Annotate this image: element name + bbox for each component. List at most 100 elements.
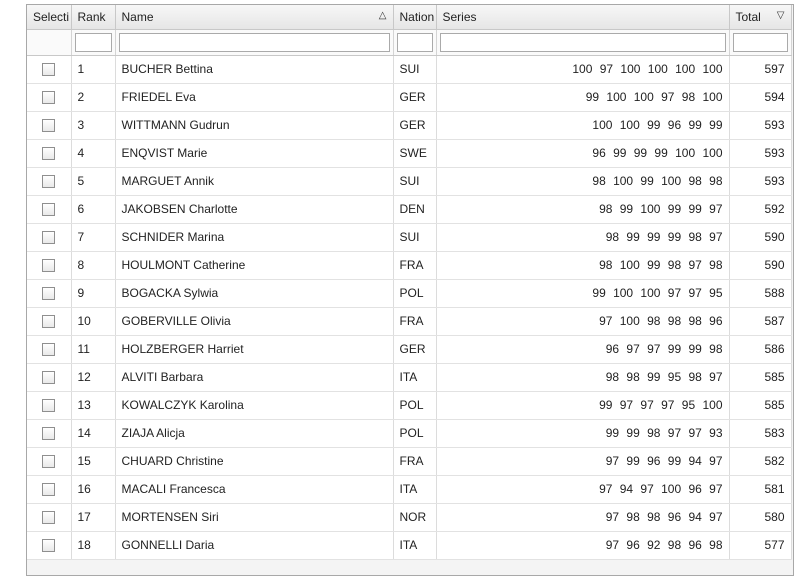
table-row[interactable]: 5 MARGUET Annik SUI 98 100 99 100 98 98 593	[27, 167, 792, 196]
series-cell: 100 100 99 96 99 99	[436, 111, 730, 140]
column-header-rank[interactable]: Rank	[71, 5, 116, 30]
filter-dropdown-icon[interactable]: ▽	[776, 10, 785, 21]
total-cell: 583	[729, 419, 792, 448]
row-select-checkbox[interactable]	[42, 203, 56, 217]
table-row[interactable]: 8 HOULMONT Catherine FRA 98 100 99 98 97 98…	[27, 251, 792, 280]
row-select-cell	[27, 391, 72, 420]
row-select-checkbox[interactable]	[42, 63, 56, 77]
name-cell: GOBERVILLE Olivia	[115, 307, 394, 336]
table-row[interactable]: 7 SCHNIDER Marina SUI 98 99 99 99 98 97 590	[27, 223, 792, 252]
results-table: Selecti Rank Name △ Nation Series Total ▽ …	[27, 5, 792, 560]
total-cell: 593	[729, 139, 792, 168]
row-select-checkbox[interactable]	[42, 287, 56, 301]
nation-cell: ITA	[393, 363, 437, 392]
rank-cell: 9	[71, 279, 116, 308]
sort-ascending-icon[interactable]: △	[378, 10, 387, 21]
row-select-checkbox[interactable]	[42, 147, 56, 161]
column-header-select-label: Selecti	[33, 9, 70, 24]
total-cell: 585	[729, 363, 792, 392]
row-select-checkbox[interactable]	[42, 315, 56, 329]
total-cell: 593	[729, 111, 792, 140]
nation-cell: SUI	[393, 167, 437, 196]
column-header-series[interactable]: Series	[436, 5, 730, 30]
filter-input-rank[interactable]	[74, 32, 112, 52]
row-select-checkbox[interactable]	[42, 399, 56, 413]
row-select-checkbox[interactable]	[42, 455, 56, 469]
row-select-cell	[27, 335, 72, 364]
row-select-cell	[27, 279, 72, 308]
rank-cell: 16	[71, 475, 116, 504]
series-cell: 97 96 92 98 96 98	[436, 531, 730, 560]
column-header-total-label: Total	[735, 9, 761, 24]
table-row[interactable]: 17 MORTENSEN Siri NOR 97 98 98 96 94 97 580	[27, 503, 792, 532]
row-select-cell	[27, 447, 72, 476]
column-header-name[interactable]: Name △	[115, 5, 394, 30]
table-row[interactable]: 14 ZIAJA Alicja POL 99 99 98 97 97 93 583	[27, 419, 792, 448]
row-select-checkbox[interactable]	[42, 511, 56, 525]
row-select-checkbox[interactable]	[42, 119, 56, 133]
row-select-cell	[27, 55, 72, 84]
nation-cell: GER	[393, 335, 437, 364]
column-header-select[interactable]: Selecti	[27, 5, 72, 30]
series-cell: 99 99 98 97 97 93	[436, 419, 730, 448]
rank-cell: 7	[71, 223, 116, 252]
name-cell: JAKOBSEN Charlotte	[115, 195, 394, 224]
column-header-nation[interactable]: Nation	[393, 5, 437, 30]
name-cell: MARGUET Annik	[115, 167, 394, 196]
table-row[interactable]: 10 GOBERVILLE Olivia FRA 97 100 98 98 98 96…	[27, 307, 792, 336]
row-select-cell	[27, 475, 72, 504]
table-row[interactable]: 4 ENQVIST Marie SWE 96 99 99 99 100 100 593	[27, 139, 792, 168]
table-row[interactable]: 15 CHUARD Christine FRA 97 99 96 99 94 97 58…	[27, 447, 792, 476]
row-select-checkbox[interactable]	[42, 231, 56, 245]
name-cell: WITTMANN Gudrun	[115, 111, 394, 140]
row-select-cell	[27, 167, 72, 196]
rank-cell: 10	[71, 307, 116, 336]
table-row[interactable]: 18 GONNELLI Daria ITA 97 96 92 98 96 98 577	[27, 531, 792, 560]
row-select-checkbox[interactable]	[42, 91, 56, 105]
table-row[interactable]: 9 BOGACKA Sylwia POL 99 100 100 97 97 95 588	[27, 279, 792, 308]
name-cell: GONNELLI Daria	[115, 531, 394, 560]
name-cell: KOWALCZYK Karolina	[115, 391, 394, 420]
row-select-cell	[27, 363, 72, 392]
table-row[interactable]: 11 HOLZBERGER Harriet GER 96 97 97 99 99 98…	[27, 335, 792, 364]
series-cell: 97 94 97 100 96 97	[436, 475, 730, 504]
nation-cell: FRA	[393, 447, 437, 476]
table-row[interactable]: 6 JAKOBSEN Charlotte DEN 98 99 100 99 99 97…	[27, 195, 792, 224]
row-select-cell	[27, 251, 72, 280]
filter-input-name[interactable]	[118, 32, 390, 52]
column-header-total[interactable]: Total ▽	[729, 5, 792, 30]
name-cell: MACALI Francesca	[115, 475, 394, 504]
table-row[interactable]: 1 BUCHER Bettina SUI 100 97 100 100 100 100…	[27, 55, 792, 84]
row-select-cell	[27, 307, 72, 336]
row-select-checkbox[interactable]	[42, 343, 56, 357]
row-select-checkbox[interactable]	[42, 259, 56, 273]
results-grid: Selecti Rank Name △ Nation Series Total ▽ …	[26, 4, 794, 576]
row-select-checkbox[interactable]	[42, 371, 56, 385]
total-cell: 592	[729, 195, 792, 224]
table-row[interactable]: 3 WITTMANN Gudrun GER 100 100 99 96 99 99 59…	[27, 111, 792, 140]
name-cell: MORTENSEN Siri	[115, 503, 394, 532]
table-row[interactable]: 16 MACALI Francesca ITA 97 94 97 100 96 97 5…	[27, 475, 792, 504]
filter-cell-nation	[393, 29, 437, 56]
table-row[interactable]: 2 FRIEDEL Eva GER 99 100 100 97 98 100 594	[27, 83, 792, 112]
row-select-checkbox[interactable]	[42, 175, 56, 189]
row-select-cell	[27, 111, 72, 140]
total-cell: 581	[729, 475, 792, 504]
name-cell: HOULMONT Catherine	[115, 251, 394, 280]
row-select-checkbox[interactable]	[42, 539, 56, 553]
total-cell: 590	[729, 223, 792, 252]
name-cell: HOLZBERGER Harriet	[115, 335, 394, 364]
table-row[interactable]: 13 KOWALCZYK Karolina POL 99 97 97 97 95 10…	[27, 391, 792, 420]
rank-cell: 13	[71, 391, 116, 420]
nation-cell: POL	[393, 279, 437, 308]
table-row[interactable]: 12 ALVITI Barbara ITA 98 98 99 95 98 97 585	[27, 363, 792, 392]
table-body: 1 BUCHER Bettina SUI 100 97 100 100 100 100…	[27, 55, 792, 560]
filter-input-nation[interactable]	[396, 32, 433, 52]
filter-input-series[interactable]	[439, 32, 726, 52]
row-select-cell	[27, 531, 72, 560]
row-select-checkbox[interactable]	[42, 427, 56, 441]
grid-body: Selecti Rank Name △ Nation Series Total ▽ …	[27, 5, 792, 560]
row-select-checkbox[interactable]	[42, 483, 56, 497]
filter-input-total[interactable]	[732, 32, 788, 52]
row-select-cell	[27, 223, 72, 252]
